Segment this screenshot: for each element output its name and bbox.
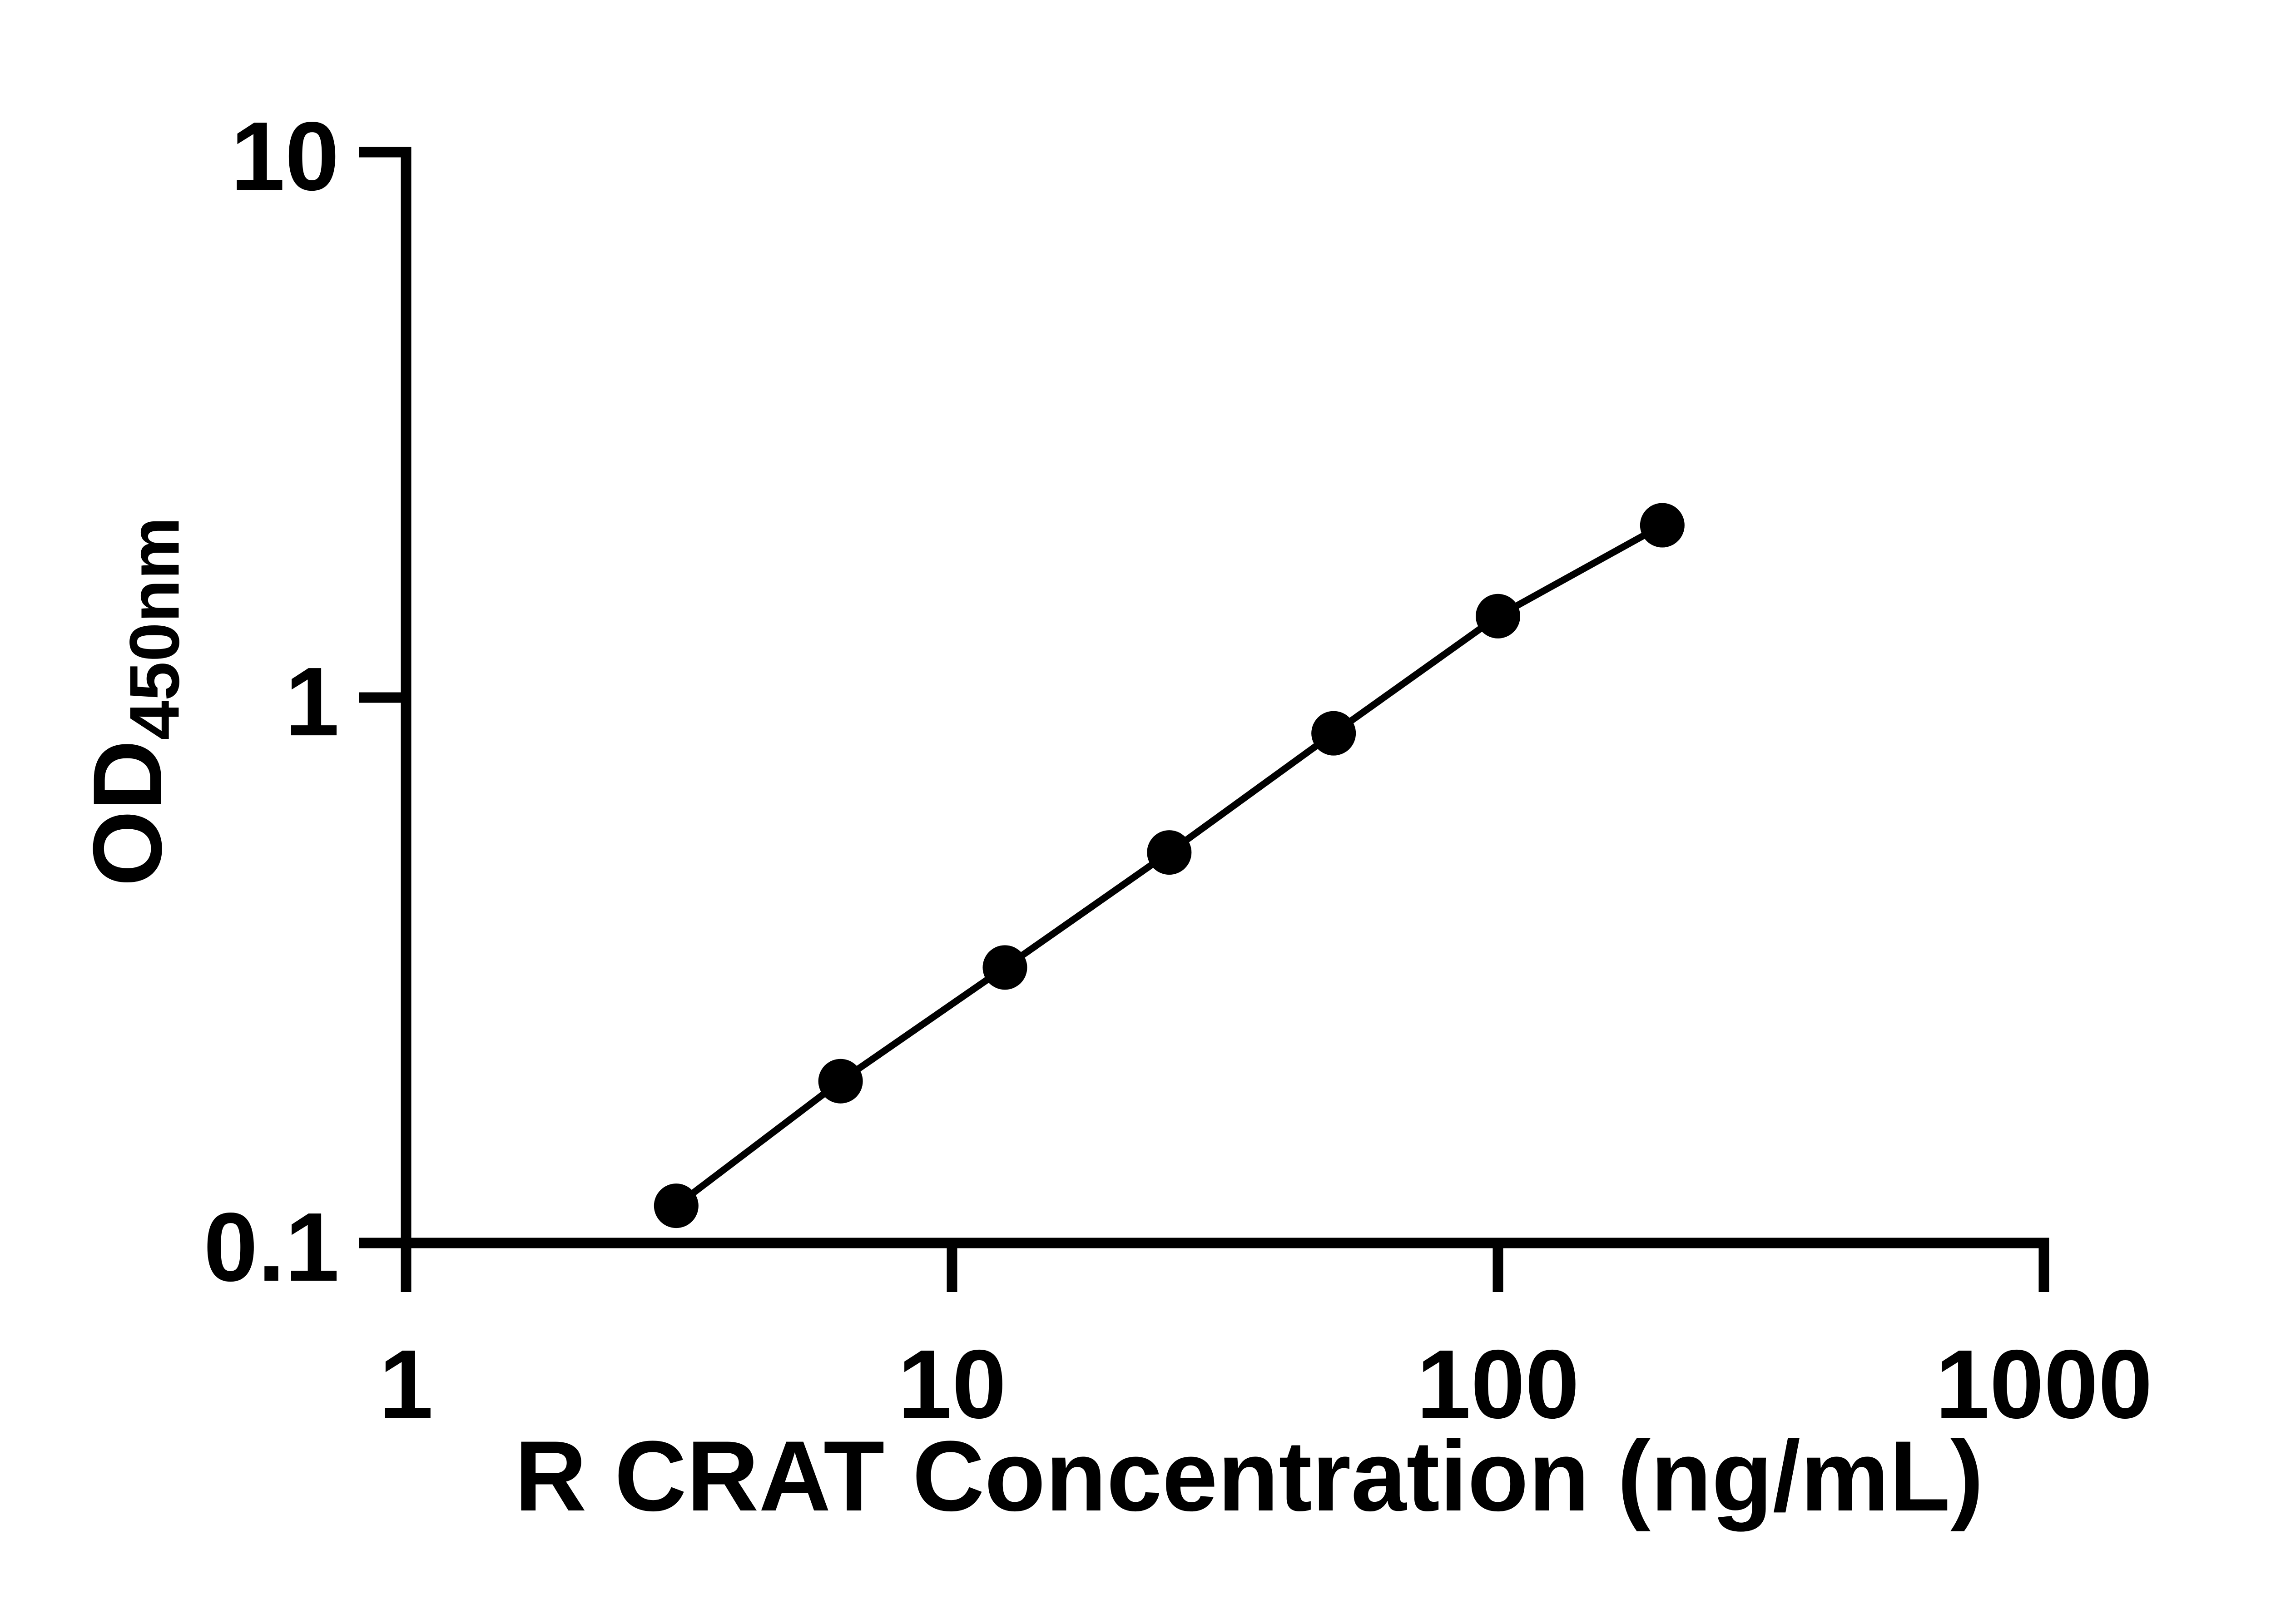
y-tick-label: 0.1 [203, 1192, 339, 1302]
data-point-marker [1640, 503, 1685, 548]
y-axis-title-main: OD [72, 740, 182, 886]
x-tick-label: 1000 [1935, 1329, 2153, 1439]
y-axis-title-subscript: 450nm [115, 517, 194, 740]
data-point-marker [1147, 830, 1192, 875]
data-point-marker [982, 945, 1027, 990]
data-point-marker [1311, 711, 1356, 756]
x-axis-title: R CRAT Concentration (ng/mL) [514, 1420, 1984, 1532]
data-point-marker [654, 1183, 699, 1228]
y-axis-title: OD450nm [73, 517, 194, 886]
x-tick-label: 100 [1416, 1329, 1580, 1439]
x-tick-label: 10 [897, 1329, 1007, 1439]
data-point-marker [1476, 594, 1520, 639]
y-tick-label: 1 [285, 647, 339, 757]
data-point-marker [818, 1059, 863, 1104]
x-tick-label: 1 [379, 1329, 433, 1439]
y-tick-label: 10 [230, 101, 339, 211]
